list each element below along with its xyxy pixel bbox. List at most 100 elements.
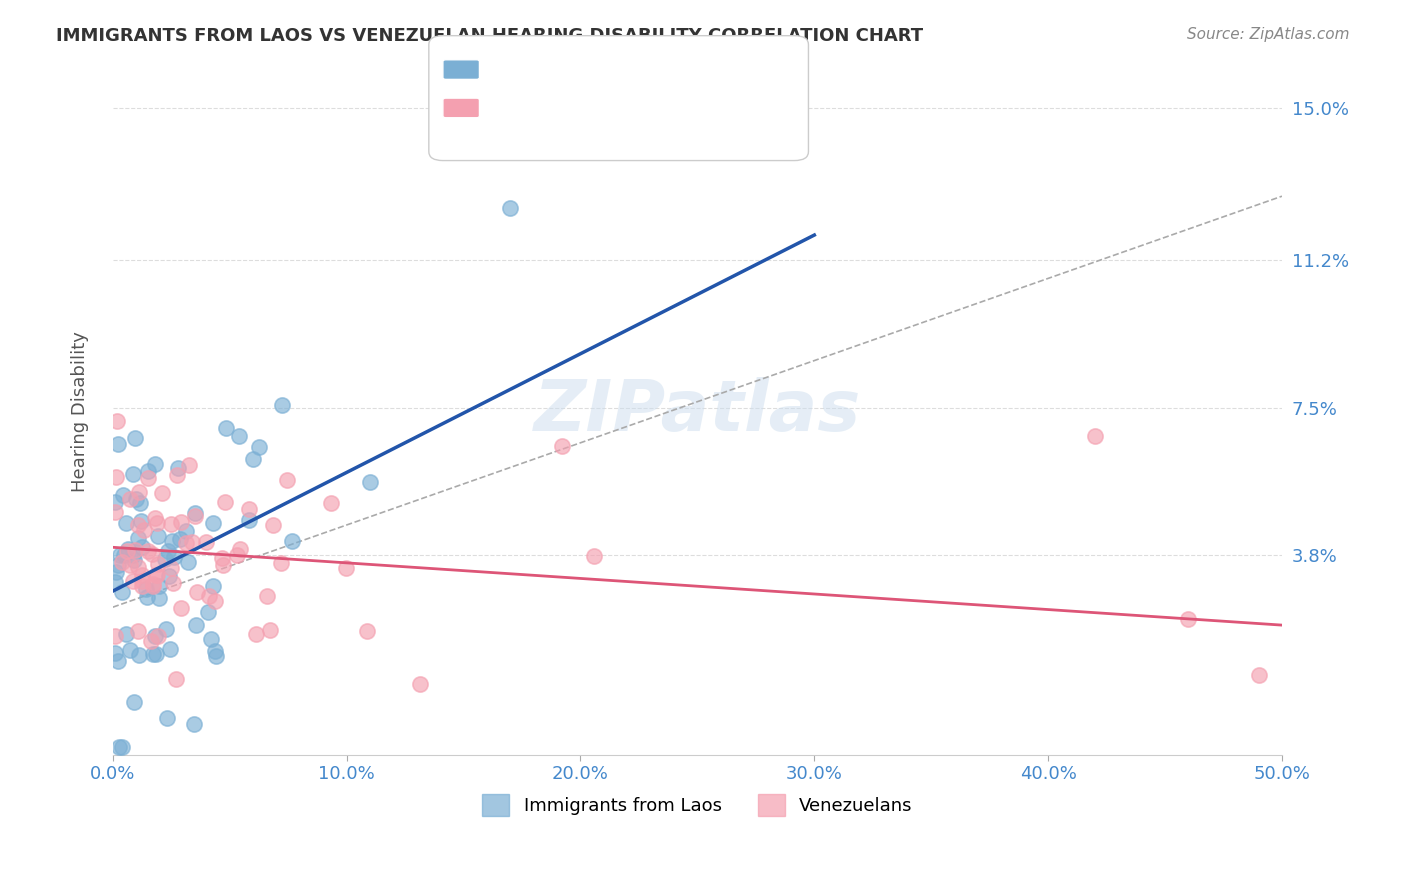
Immigrants from Laos	[122, 553, 145, 567]
Immigrants from Laos	[204, 644, 226, 658]
Venezuelans	[118, 558, 141, 572]
Venezuelans	[356, 624, 378, 638]
Immigrants from Laos	[122, 548, 145, 562]
Venezuelans	[238, 502, 260, 516]
Immigrants from Laos	[107, 739, 129, 754]
Immigrants from Laos	[104, 574, 127, 589]
Venezuelans	[124, 543, 146, 558]
Immigrants from Laos	[228, 428, 250, 442]
Immigrants from Laos	[104, 495, 127, 509]
Immigrants from Laos	[131, 540, 153, 554]
Immigrants from Laos	[122, 695, 145, 709]
Immigrants from Laos	[160, 534, 183, 549]
Immigrants from Laos	[127, 531, 149, 545]
Venezuelans	[146, 567, 169, 582]
Venezuelans	[104, 629, 127, 643]
Venezuelans	[319, 496, 342, 510]
Immigrants from Laos	[145, 648, 167, 662]
Immigrants from Laos	[148, 591, 170, 605]
Venezuelans	[276, 474, 298, 488]
Venezuelans	[550, 439, 572, 453]
Immigrants from Laos	[157, 544, 180, 558]
Immigrants from Laos	[155, 623, 177, 637]
Immigrants from Laos	[108, 549, 131, 563]
Immigrants from Laos	[186, 617, 208, 632]
Venezuelans	[226, 548, 249, 562]
Immigrants from Laos	[111, 739, 134, 754]
Venezuelans	[134, 523, 156, 537]
Venezuelans	[142, 576, 165, 591]
Immigrants from Laos	[129, 495, 152, 509]
Venezuelans	[146, 557, 169, 571]
Immigrants from Laos	[122, 467, 145, 482]
Venezuelans	[184, 509, 207, 524]
Immigrants from Laos	[238, 512, 260, 526]
Venezuelans	[160, 517, 183, 532]
Immigrants from Laos	[124, 431, 146, 445]
Immigrants from Laos	[215, 421, 238, 435]
Venezuelans	[118, 491, 141, 506]
Immigrants from Laos	[107, 558, 129, 572]
Venezuelans	[177, 458, 200, 473]
Venezuelans	[211, 551, 233, 566]
Venezuelans	[122, 574, 145, 588]
Immigrants from Laos	[135, 582, 157, 597]
Venezuelans	[139, 633, 162, 648]
Immigrants from Laos	[183, 717, 205, 731]
Immigrants from Laos	[128, 648, 150, 663]
Venezuelans	[104, 470, 127, 484]
Venezuelans	[136, 471, 159, 485]
Immigrants from Laos	[155, 711, 177, 725]
Immigrants from Laos	[163, 549, 186, 564]
Venezuelans	[131, 567, 153, 582]
Immigrants from Laos	[125, 491, 148, 506]
Venezuelans	[148, 629, 170, 643]
Venezuelans	[131, 574, 153, 588]
Venezuelans	[143, 511, 166, 525]
Venezuelans	[107, 414, 129, 428]
Immigrants from Laos	[107, 437, 129, 451]
Venezuelans	[131, 579, 153, 593]
Immigrants from Laos	[112, 549, 135, 563]
Immigrants from Laos	[499, 201, 522, 215]
Immigrants from Laos	[247, 440, 270, 454]
Immigrants from Laos	[129, 514, 152, 528]
Venezuelans	[111, 555, 134, 569]
Venezuelans	[212, 558, 235, 573]
Venezuelans	[127, 559, 149, 574]
Immigrants from Laos	[153, 552, 176, 566]
Immigrants from Laos	[136, 590, 159, 604]
Venezuelans	[262, 518, 284, 533]
Venezuelans	[198, 589, 221, 603]
Text: ZIPatlas: ZIPatlas	[534, 377, 860, 446]
Immigrants from Laos	[107, 654, 129, 668]
Text: IMMIGRANTS FROM LAOS VS VENEZUELAN HEARING DISABILITY CORRELATION CHART: IMMIGRANTS FROM LAOS VS VENEZUELAN HEARI…	[56, 27, 924, 45]
Immigrants from Laos	[138, 464, 160, 478]
Immigrants from Laos	[104, 646, 127, 660]
Immigrants from Laos	[143, 629, 166, 643]
Immigrants from Laos	[205, 648, 228, 663]
Text: R =  0.338   N = 68: R = 0.338 N = 68	[468, 58, 675, 76]
Venezuelans	[141, 547, 163, 561]
Venezuelans	[162, 576, 184, 591]
Immigrants from Laos	[148, 579, 170, 593]
Immigrants from Laos	[197, 605, 219, 619]
Immigrants from Laos	[112, 487, 135, 501]
Venezuelans	[142, 579, 165, 593]
Venezuelans	[128, 484, 150, 499]
Venezuelans	[270, 556, 292, 570]
Immigrants from Laos	[202, 579, 225, 593]
Immigrants from Laos	[114, 516, 136, 530]
Venezuelans	[160, 560, 183, 574]
Venezuelans	[145, 516, 167, 530]
Venezuelans	[181, 535, 204, 549]
Immigrants from Laos	[142, 648, 165, 662]
Immigrants from Laos	[176, 555, 198, 569]
Venezuelans	[104, 504, 127, 518]
Venezuelans	[214, 495, 236, 509]
Immigrants from Laos	[281, 534, 304, 549]
Venezuelans	[1177, 612, 1199, 626]
Immigrants from Laos	[167, 461, 190, 475]
Venezuelans	[176, 535, 198, 549]
Immigrants from Laos	[143, 457, 166, 471]
